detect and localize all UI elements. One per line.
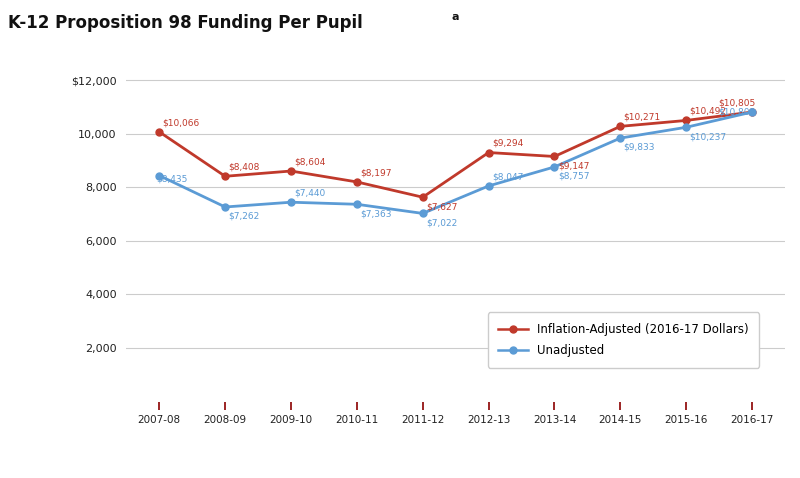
Text: $7,440: $7,440	[294, 188, 326, 197]
Legend: Inflation-Adjusted (2016-17 Dollars), Unadjusted: Inflation-Adjusted (2016-17 Dollars), Un…	[487, 312, 759, 368]
Text: $8,197: $8,197	[360, 168, 392, 177]
Text: $8,604: $8,604	[294, 157, 326, 166]
Text: K-12 Proposition 98 Funding Per Pupil: K-12 Proposition 98 Funding Per Pupil	[8, 14, 362, 33]
Text: $9,294: $9,294	[492, 139, 523, 148]
Text: $7,363: $7,363	[360, 209, 392, 218]
Text: $8,408: $8,408	[229, 163, 260, 172]
Text: $9,147: $9,147	[558, 161, 589, 170]
Text: $8,047: $8,047	[492, 172, 523, 181]
Text: $9,833: $9,833	[624, 143, 655, 152]
Text: $10,805: $10,805	[718, 98, 755, 107]
Text: $7,262: $7,262	[229, 212, 260, 221]
Text: $10,271: $10,271	[624, 112, 661, 121]
Text: $10,805: $10,805	[718, 107, 755, 116]
Text: $8,757: $8,757	[558, 172, 590, 181]
Text: $7,022: $7,022	[426, 218, 458, 227]
Text: $10,066: $10,066	[162, 118, 200, 127]
Text: $10,492: $10,492	[690, 107, 726, 116]
Text: $10,237: $10,237	[690, 132, 726, 141]
Text: a: a	[452, 12, 459, 22]
Text: $7,627: $7,627	[426, 202, 458, 211]
Text: $8,435: $8,435	[156, 174, 187, 184]
